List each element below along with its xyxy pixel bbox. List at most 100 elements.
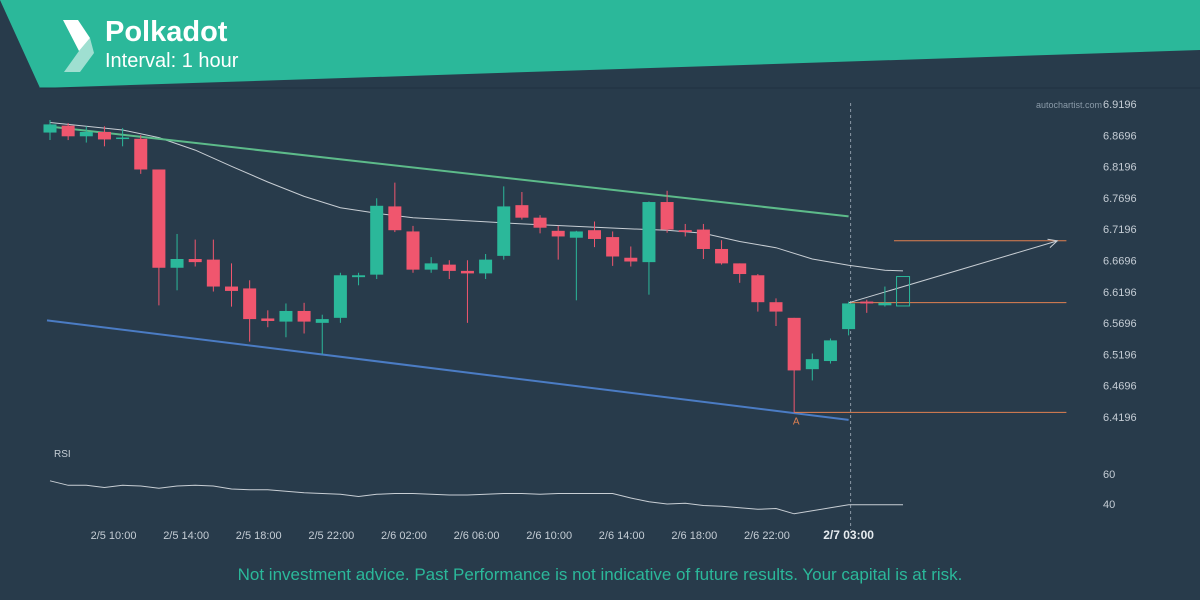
candle-body xyxy=(751,275,765,303)
candle-body xyxy=(370,205,384,275)
candle-body xyxy=(152,169,166,268)
candle-body xyxy=(696,229,710,249)
candle-body xyxy=(678,230,692,233)
candle-body xyxy=(279,310,293,322)
candle-body xyxy=(460,270,474,274)
candle-body xyxy=(116,137,130,140)
time-tick-label: 2/5 10:00 xyxy=(91,530,137,542)
candle-body xyxy=(878,302,892,306)
rsi-tick-label: 40 xyxy=(1103,499,1115,511)
candle-body xyxy=(497,206,511,256)
candle xyxy=(787,317,801,413)
candle xyxy=(497,186,511,260)
time-tick-label: 2/6 22:00 xyxy=(744,530,790,542)
candle xyxy=(569,230,583,301)
candle-body xyxy=(660,202,674,230)
candle-body xyxy=(243,288,257,320)
candle xyxy=(152,169,166,306)
moving-average-line xyxy=(49,122,904,272)
candle xyxy=(842,301,856,336)
candle xyxy=(479,253,493,280)
candle-body xyxy=(642,202,656,263)
candle-body xyxy=(733,263,747,275)
time-tick-label: 2/6 18:00 xyxy=(671,530,717,542)
candle xyxy=(243,280,257,342)
candle-body xyxy=(225,286,238,291)
candle xyxy=(424,257,438,273)
price-tick-label: 6.8196 xyxy=(1103,162,1137,174)
price-tick-label: 6.6696 xyxy=(1103,256,1137,268)
candle-body xyxy=(352,275,366,278)
candle xyxy=(43,120,57,141)
candle xyxy=(261,310,275,328)
candle xyxy=(134,135,148,174)
candle-body xyxy=(261,318,275,321)
candle-body xyxy=(515,205,529,218)
price-tick-label: 6.8696 xyxy=(1103,130,1137,142)
candle xyxy=(588,221,601,248)
candle xyxy=(297,302,311,334)
candle-body xyxy=(188,258,202,263)
interval-label: Interval: 1 hour xyxy=(105,50,239,72)
time-tick-label: 2/6 06:00 xyxy=(454,530,500,542)
candle-body xyxy=(551,230,565,237)
candle xyxy=(805,353,819,381)
candle xyxy=(206,239,220,292)
candle xyxy=(696,223,710,259)
candle-body xyxy=(715,248,729,264)
pending-candle xyxy=(896,276,911,307)
trend-lines xyxy=(46,103,1067,530)
candle-body xyxy=(170,258,184,268)
watermark: autochartist.com xyxy=(1036,100,1102,110)
price-tick-label: 6.4696 xyxy=(1103,381,1137,393)
resistance-line xyxy=(46,125,849,218)
candle xyxy=(660,190,674,233)
candle-body xyxy=(823,340,837,362)
candle xyxy=(860,299,874,313)
candle-body xyxy=(388,206,402,231)
rsi-tick-label: 60 xyxy=(1103,469,1115,481)
candle xyxy=(878,286,892,307)
candle-body xyxy=(206,259,220,287)
candle xyxy=(751,274,765,312)
time-tick-label: 2/5 22:00 xyxy=(308,530,354,542)
price-tick-label: 6.9196 xyxy=(1103,99,1137,111)
candle-body xyxy=(533,217,547,228)
candle xyxy=(533,215,547,234)
candle xyxy=(642,201,656,295)
candle xyxy=(823,338,837,364)
candle-body xyxy=(860,301,874,304)
candles: A xyxy=(43,120,911,427)
autochartist-logo-icon xyxy=(63,20,94,72)
candle xyxy=(715,240,729,265)
candle-body xyxy=(43,124,57,133)
rsi-line xyxy=(49,480,903,515)
rsi-label: RSI xyxy=(54,449,71,460)
candle xyxy=(315,314,329,355)
price-tick-label: 6.5696 xyxy=(1103,318,1137,330)
candle xyxy=(406,225,420,273)
candle-body xyxy=(61,125,75,137)
candle xyxy=(116,128,130,147)
time-tick-label: 2/5 14:00 xyxy=(163,530,209,542)
candle xyxy=(388,182,402,233)
candle-body xyxy=(134,138,148,170)
candle-body xyxy=(805,359,819,370)
candle xyxy=(733,263,747,283)
candle-body xyxy=(606,237,620,257)
candle xyxy=(61,123,75,141)
candle xyxy=(460,260,474,323)
price-tick-label: 6.6196 xyxy=(1103,287,1137,299)
candle-body xyxy=(624,257,638,262)
candle-body xyxy=(79,131,93,137)
candle-body xyxy=(315,319,329,323)
candle xyxy=(678,223,692,237)
time-tick-label: 2/7 03:00 xyxy=(823,528,874,542)
candle-body xyxy=(442,264,456,271)
candle xyxy=(279,303,293,338)
candle xyxy=(442,260,456,280)
candle xyxy=(551,225,565,260)
candle-body xyxy=(588,230,601,239)
time-tick-label: 2/6 10:00 xyxy=(526,530,572,542)
